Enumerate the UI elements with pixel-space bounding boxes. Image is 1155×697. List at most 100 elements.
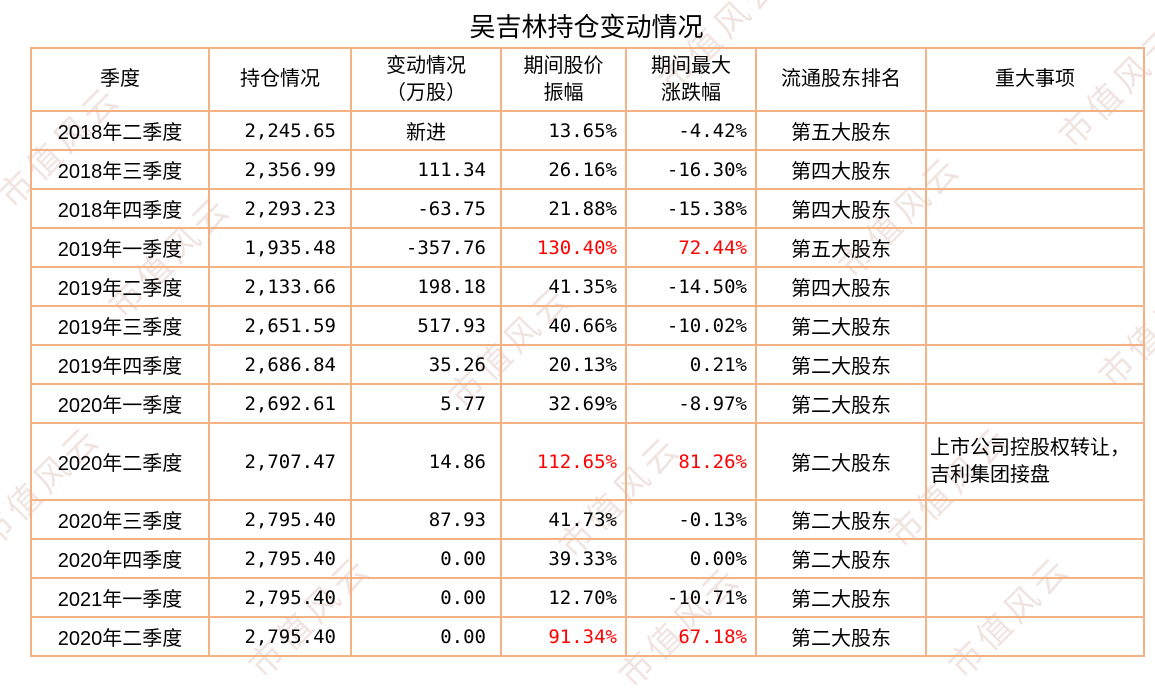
quarter-cell: 2018年三季度 [30, 149, 210, 190]
table-row: 2020年二季度 2,795.40 0.00 91.34% 67.18% 第二大… [30, 616, 1145, 657]
change-cell: 5.77 [350, 383, 502, 424]
header-position: 持仓情况 [208, 47, 352, 112]
max-change-cell: -10.71% [625, 577, 757, 618]
quarter-cell: 2020年一季度 [30, 383, 210, 424]
table-row: 2020年二季度 2,707.47 14.86 112.65% 81.26% 第… [30, 422, 1145, 501]
rank-cell: 第五大股东 [755, 227, 927, 268]
event-cell [925, 383, 1145, 424]
header-label: 季度 [100, 68, 140, 90]
max-change-cell: 81.26% [625, 422, 757, 501]
event-cell: 上市公司控股权转让，吉利集团接盘 [925, 422, 1145, 501]
header-row: 季度 持仓情况 变动情况 （万股） 期间股价 振幅 期间最大 涨跌幅 流通股东排名 重… [30, 47, 1145, 112]
header-label: 振幅 [543, 81, 584, 104]
amplitude-cell: 91.34% [500, 616, 627, 657]
event-cell [925, 344, 1145, 385]
change-cell: -357.76 [350, 227, 502, 268]
quarter-cell: 2018年四季度 [30, 188, 210, 229]
header-quarter: 季度 [30, 47, 210, 112]
change-cell: 0.00 [350, 577, 502, 618]
table-row: 2019年一季度 1,935.48 -357.76 130.40% 72.44%… [30, 227, 1145, 268]
table-row: 2019年四季度 2,686.84 35.26 20.13% 0.21% 第二大… [30, 344, 1145, 385]
header-change: 变动情况 （万股） [350, 47, 502, 112]
max-change-cell: -15.38% [625, 188, 757, 229]
amplitude-cell: 20.13% [500, 344, 627, 385]
change-cell: 35.26 [350, 344, 502, 385]
position-cell: 2,795.40 [208, 616, 352, 657]
rank-cell: 第二大股东 [755, 344, 927, 385]
max-change-cell: -16.30% [625, 149, 757, 190]
event-cell [925, 577, 1145, 618]
max-change-cell: 0.00% [625, 538, 757, 579]
event-cell [925, 538, 1145, 579]
table-row: 2018年二季度 2,245.65 新进 13.65% -4.42% 第五大股东 [30, 110, 1145, 151]
position-cell: 2,686.84 [208, 344, 352, 385]
amplitude-cell: 41.73% [500, 499, 627, 540]
rank-cell: 第二大股东 [755, 577, 927, 618]
quarter-cell: 2020年二季度 [30, 616, 210, 657]
amplitude-cell: 130.40% [500, 227, 627, 268]
rank-cell: 第二大股东 [755, 305, 927, 346]
header-amplitude: 期间股价 振幅 [500, 47, 627, 112]
quarter-cell: 2019年二季度 [30, 266, 210, 307]
header-label: 变动情况 [386, 54, 466, 77]
table-row: 2019年二季度 2,133.66 198.18 41.35% -14.50% … [30, 266, 1145, 307]
position-cell: 2,707.47 [208, 422, 352, 501]
quarter-cell: 2019年四季度 [30, 344, 210, 385]
position-cell: 2,795.40 [208, 499, 352, 540]
amplitude-cell: 12.70% [500, 577, 627, 618]
rank-cell: 第五大股东 [755, 110, 927, 151]
position-cell: 2,795.40 [208, 538, 352, 579]
event-cell [925, 616, 1145, 657]
amplitude-cell: 41.35% [500, 266, 627, 307]
position-cell: 2,692.61 [208, 383, 352, 424]
event-cell [925, 499, 1145, 540]
change-cell: 14.86 [350, 422, 502, 501]
max-change-cell: 72.44% [625, 227, 757, 268]
amplitude-cell: 13.65% [500, 110, 627, 151]
position-cell: 2,356.99 [208, 149, 352, 190]
header-label: 期间股价 [523, 54, 604, 77]
amplitude-cell: 40.66% [500, 305, 627, 346]
quarter-cell: 2020年二季度 [30, 422, 210, 501]
table-row: 2020年一季度 2,692.61 5.77 32.69% -8.97% 第二大… [30, 383, 1145, 424]
max-change-cell: -0.13% [625, 499, 757, 540]
event-cell [925, 188, 1145, 229]
max-change-cell: -8.97% [625, 383, 757, 424]
header-label: （万股） [386, 81, 466, 104]
rank-cell: 第二大股东 [755, 538, 927, 579]
quarter-cell: 2020年四季度 [30, 538, 210, 579]
position-cell: 2,293.23 [208, 188, 352, 229]
table-row: 2020年四季度 2,795.40 0.00 39.33% 0.00% 第二大股… [30, 538, 1145, 579]
amplitude-cell: 32.69% [500, 383, 627, 424]
event-cell [925, 149, 1145, 190]
change-cell: 新进 [350, 110, 502, 151]
header-rank: 流通股东排名 [755, 47, 927, 112]
quarter-cell: 2018年二季度 [30, 110, 210, 151]
change-cell: 517.93 [350, 305, 502, 346]
max-change-cell: -10.02% [625, 305, 757, 346]
event-cell [925, 227, 1145, 268]
max-change-cell: 67.18% [625, 616, 757, 657]
position-cell: 2,651.59 [208, 305, 352, 346]
change-cell: 0.00 [350, 538, 502, 579]
table-row: 2021年一季度 2,795.40 0.00 12.70% -10.71% 第二… [30, 577, 1145, 618]
position-cell: 2,245.65 [208, 110, 352, 151]
change-cell: -63.75 [350, 188, 502, 229]
quarter-cell: 2019年一季度 [30, 227, 210, 268]
amplitude-cell: 26.16% [500, 149, 627, 190]
amplitude-cell: 21.88% [500, 188, 627, 229]
quarter-cell: 2019年三季度 [30, 305, 210, 346]
event-cell [925, 305, 1145, 346]
table-row: 2020年三季度 2,795.40 87.93 41.73% -0.13% 第二… [30, 499, 1145, 540]
position-cell: 1,935.48 [208, 227, 352, 268]
max-change-cell: 0.21% [625, 344, 757, 385]
quarter-cell: 2020年三季度 [30, 499, 210, 540]
position-cell: 2,133.66 [208, 266, 352, 307]
table-row: 2018年四季度 2,293.23 -63.75 21.88% -15.38% … [30, 188, 1145, 229]
amplitude-cell: 39.33% [500, 538, 627, 579]
page-title: 吴吉林持仓变动情况 [469, 12, 704, 42]
max-change-cell: -14.50% [625, 266, 757, 307]
position-cell: 2,795.40 [208, 577, 352, 618]
rank-cell: 第四大股东 [755, 266, 927, 307]
header-label: 持仓情况 [240, 68, 320, 90]
